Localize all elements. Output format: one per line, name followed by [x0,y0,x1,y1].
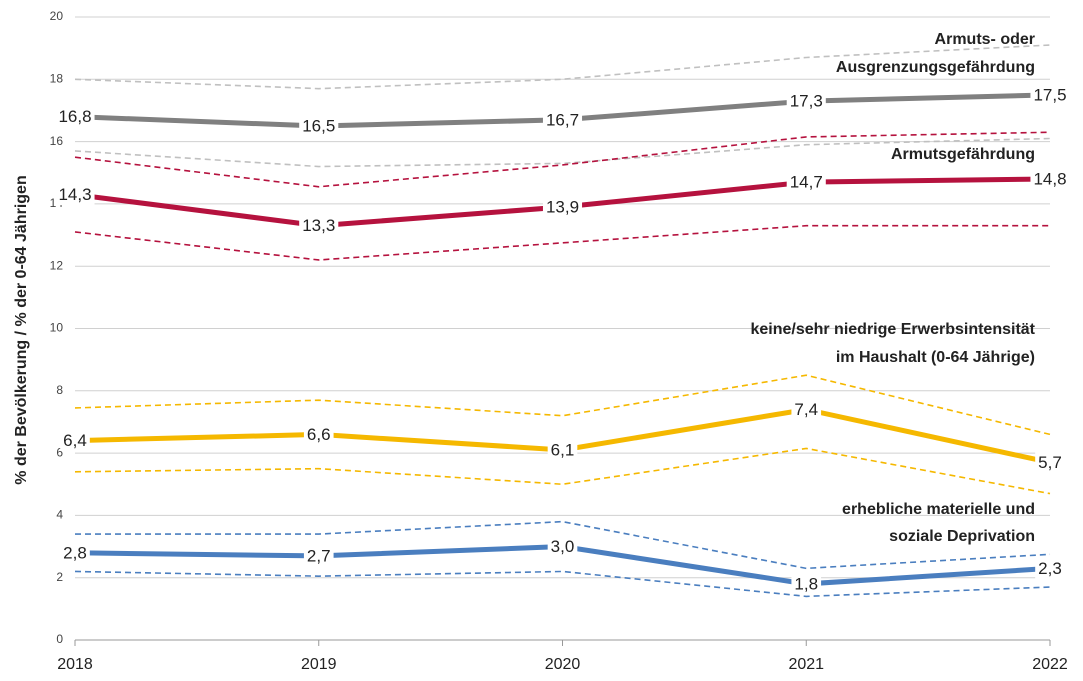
value-label-group: 14,8 [1030,168,1070,190]
confidence-line [74,447,1051,495]
y-tick-label: 10 [50,321,64,335]
value-label: 7,4 [794,400,818,419]
value-label-group: 16,5 [299,115,339,137]
value-label-bg [542,109,583,131]
value-label-bg [791,398,822,420]
value-label-bg [547,439,578,461]
value-label: 6,4 [63,431,87,450]
value-label-group: 6,1 [547,439,578,461]
value-label: 14,7 [790,173,823,192]
value-label: 6,1 [551,440,575,459]
series-label: Armutsgefährdung [891,146,1035,163]
value-label-bg [299,115,339,137]
value-label-group: 6,6 [303,423,334,445]
value-label: 16,8 [58,107,91,126]
value-label-bg [55,184,95,206]
y-tick-label: 12 [50,258,64,272]
value-label: 3,0 [551,537,575,556]
value-label-bg [547,536,578,558]
x-tick-label: 2022 [1032,656,1068,673]
series-label: Armuts- oder [935,31,1035,48]
value-label: 14,3 [58,185,91,204]
value-label-group: 7,4 [791,398,822,420]
value-label: 16,5 [302,117,335,136]
value-label-group: 6,4 [60,430,90,452]
value-label-bg [60,542,90,564]
value-label-group: 2,8 [60,542,90,564]
y-tick-label: 2 [56,570,63,584]
y-tick-label: 8 [56,383,63,397]
series-label: soziale Deprivation [889,528,1035,545]
value-label: 5,7 [1038,453,1062,472]
value-label-bg [1030,84,1070,106]
confidence-line [74,137,1051,168]
value-label-bg [303,545,334,567]
value-label-bg [791,573,822,595]
y-axis-label: % der Bevölkerung / % der 0-64 Jährigen [13,175,30,484]
y-tick-label: 16 [50,134,64,148]
confidence-line [74,131,1051,188]
y-tick-label: 4 [56,508,63,522]
confidence-line [74,374,1051,436]
y-tick-label: 20 [50,9,64,23]
value-label-group: 13,3 [299,215,339,237]
value-label-group: 14,7 [786,171,826,193]
value-label-bg [1035,557,1065,579]
confidence-line [74,570,1051,598]
x-tick-label: 2020 [545,656,581,673]
value-label: 17,3 [790,92,823,111]
value-label: 2,7 [307,546,331,565]
value-label-group: 2,7 [303,545,334,567]
value-label: 13,3 [302,216,335,235]
value-label-bg [786,171,826,193]
x-tick-label: 2021 [788,656,824,673]
y-tick-label: 0 [56,632,63,646]
value-label-bg [60,430,90,452]
value-label-group: 13,9 [542,196,583,218]
value-label-group: 1,8 [791,573,822,595]
value-label: 17,5 [1033,85,1066,104]
confidence-line [75,520,1051,570]
value-label-bg [1035,451,1065,473]
x-tick-label: 2018 [57,656,93,673]
y-tick-label: 6 [56,445,63,459]
value-label: 1,8 [794,574,818,593]
value-label: 6,6 [307,425,331,444]
y-tick-label: 18 [50,71,64,85]
series-label: im Haushalt (0-64 Jährige) [836,349,1035,366]
confidence-line [74,44,1051,90]
value-label: 14,8 [1033,169,1066,188]
value-label-group: 5,7 [1035,451,1065,473]
value-label: 2,8 [63,543,87,562]
value-label-group: 17,5 [1030,84,1070,106]
value-label-group: 17,3 [786,90,826,112]
confidence-line [74,224,1050,261]
x-tick-label: 2019 [301,656,337,673]
value-label-bg [55,106,95,128]
value-label-bg [303,423,334,445]
series-label: Ausgrenzungsgefährdung [836,59,1035,76]
series-label: keine/sehr niedrige Erwerbsintensität [750,321,1035,338]
value-label: 16,7 [546,110,579,129]
value-label: 2,3 [1038,559,1062,578]
value-label-group: 14,3 [55,184,95,206]
value-label-bg [786,90,826,112]
value-label-group: 16,8 [55,106,95,128]
value-label-bg [1030,168,1070,190]
value-label-bg [299,215,339,237]
value-label-group: 2,3 [1035,557,1065,579]
value-label: 13,9 [546,197,579,216]
value-label-bg [542,196,583,218]
value-label-group: 3,0 [547,536,578,558]
value-label-group: 16,7 [542,109,583,131]
series-label: erhebliche materielle und [842,501,1035,518]
